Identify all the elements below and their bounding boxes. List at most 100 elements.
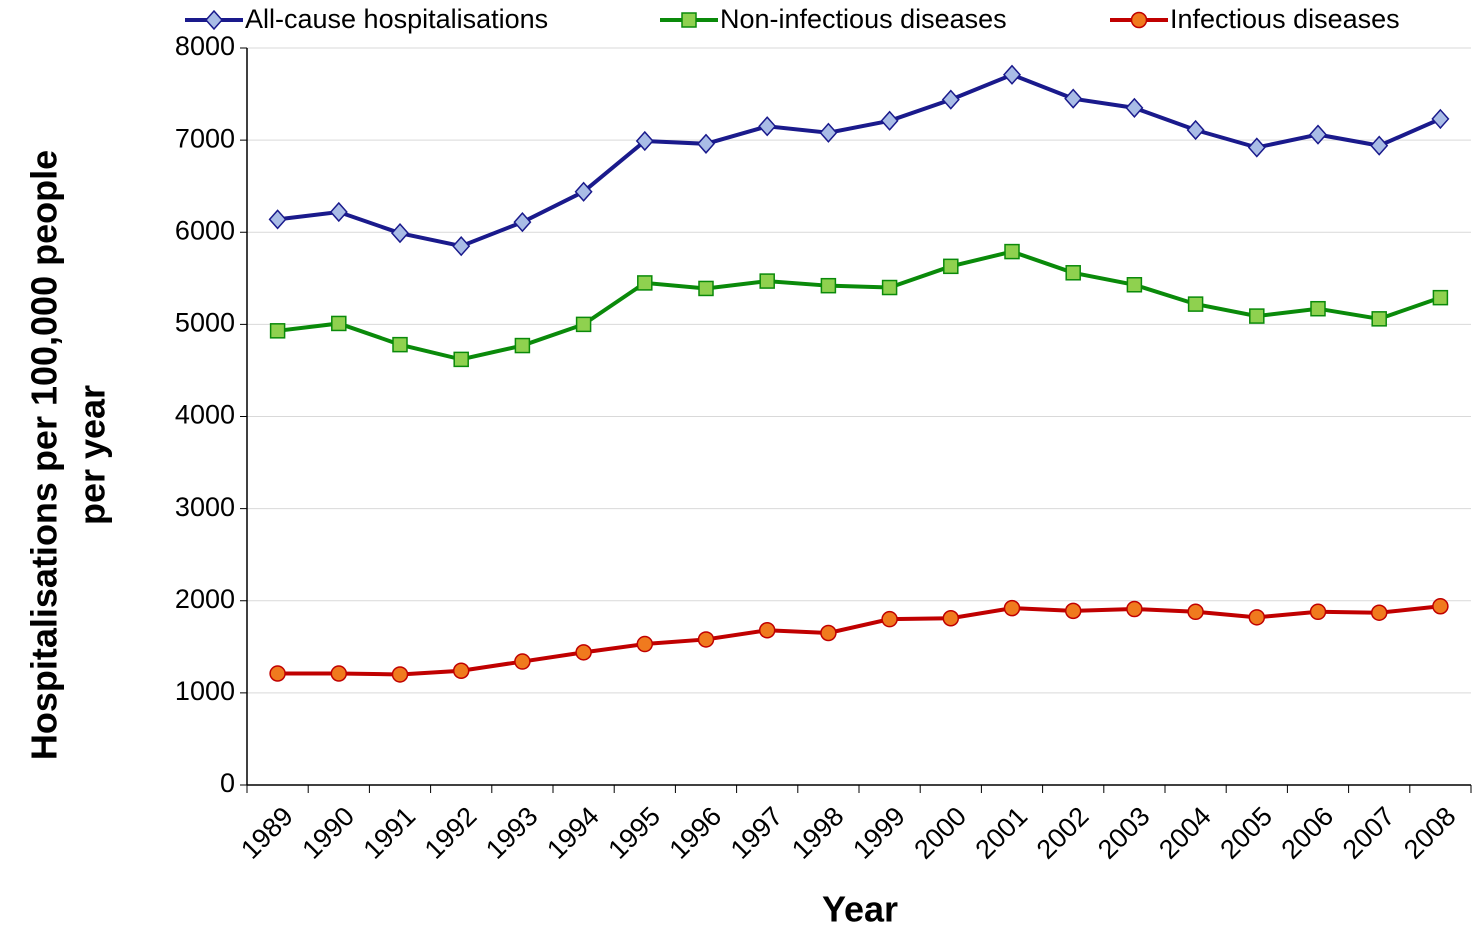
marker: [1309, 603, 1327, 621]
x-tick-label: 2008: [1398, 801, 1462, 865]
x-tick-label: 2000: [908, 801, 972, 865]
marker: [1187, 296, 1204, 312]
marker: [269, 665, 286, 682]
x-tick-label: 2004: [1153, 801, 1217, 865]
marker: [1432, 598, 1449, 615]
marker: [452, 662, 470, 680]
x-tick-label: 1996: [664, 801, 728, 865]
x-tick-label: 1991: [358, 801, 422, 865]
y-tick-label: 7000: [175, 123, 235, 153]
marker: [758, 116, 777, 137]
marker: [698, 280, 714, 297]
y-tick-label: 5000: [175, 308, 235, 338]
y-axis-title: Hospitalisations per 100,000 people per …: [24, 150, 113, 760]
y-axis-title-line: per year: [72, 385, 113, 525]
y-tick-label: 2000: [175, 584, 235, 614]
marker: [696, 133, 716, 154]
y-tick-label: 0: [220, 768, 235, 798]
marker: [820, 624, 837, 642]
series-line: [277, 72, 1442, 249]
series-line: [277, 249, 1442, 362]
marker: [1126, 277, 1143, 293]
marker: [269, 323, 286, 339]
marker: [1064, 602, 1082, 620]
marker: [636, 635, 654, 653]
x-tick-label: 1994: [541, 801, 605, 865]
marker: [1130, 11, 1148, 29]
marker: [330, 665, 348, 682]
legend-label: Non-infectious diseases: [720, 4, 1007, 34]
marker: [880, 110, 899, 131]
legend-label: All-cause hospitalisations: [245, 4, 548, 34]
marker: [942, 610, 960, 627]
marker: [1248, 609, 1266, 626]
legend-label: Infectious diseases: [1170, 4, 1400, 34]
x-tick-label: 1989: [235, 801, 299, 865]
series-line: [277, 604, 1441, 677]
marker: [941, 89, 960, 110]
y-tick-label: 1000: [175, 676, 235, 706]
x-tick-label: 1997: [725, 801, 789, 865]
marker: [819, 122, 838, 143]
marker: [1064, 88, 1083, 109]
marker: [1308, 124, 1328, 145]
x-tick-label: 2001: [970, 801, 1034, 865]
marker: [1186, 119, 1205, 141]
y-tick-label: 3000: [175, 492, 235, 522]
marker: [453, 351, 469, 368]
marker: [1370, 135, 1389, 156]
x-axis-title: Year: [822, 889, 898, 930]
marker: [1310, 300, 1326, 317]
marker: [1370, 604, 1388, 621]
x-tick-label: 1999: [847, 801, 911, 865]
y-tick-label: 6000: [175, 215, 235, 245]
marker: [1003, 599, 1021, 617]
marker: [820, 277, 837, 294]
marker: [1065, 265, 1081, 281]
marker: [1002, 64, 1022, 85]
x-tick-label: 1990: [296, 801, 360, 865]
marker: [759, 273, 775, 289]
x-tick-label: 1993: [480, 801, 544, 865]
marker: [391, 666, 409, 683]
marker: [1431, 108, 1450, 130]
marker: [268, 209, 287, 230]
marker: [514, 337, 531, 354]
marker: [513, 211, 532, 233]
marker: [943, 258, 959, 275]
x-tick-label: 2002: [1031, 801, 1095, 865]
marker: [574, 181, 593, 202]
marker: [452, 235, 471, 257]
marker: [1126, 600, 1143, 618]
y-axis-title-line: Hospitalisations per 100,000 people: [24, 150, 65, 760]
marker: [1432, 289, 1449, 306]
marker: [881, 610, 898, 628]
marker: [204, 9, 224, 31]
y-tick-label: 8000: [175, 31, 235, 61]
y-tick-label: 4000: [175, 400, 235, 430]
x-tick-label: 2003: [1092, 801, 1156, 865]
marker: [635, 130, 654, 152]
marker: [1371, 311, 1387, 327]
marker: [1125, 97, 1144, 119]
marker: [1004, 243, 1020, 260]
marker: [758, 621, 776, 639]
x-tick-label: 1995: [602, 801, 666, 865]
marker: [1247, 137, 1266, 158]
x-tick-label: 1998: [786, 801, 850, 865]
x-tick-label: 2005: [1214, 801, 1278, 865]
marker: [681, 12, 697, 28]
x-tick-label: 1992: [419, 801, 483, 865]
marker: [1187, 603, 1204, 621]
marker: [390, 223, 410, 244]
marker: [392, 336, 408, 353]
marker: [575, 316, 592, 333]
marker: [329, 201, 348, 223]
marker: [331, 315, 347, 332]
marker: [697, 631, 715, 648]
marker: [1249, 308, 1265, 324]
marker: [575, 644, 592, 661]
marker: [637, 275, 653, 291]
marker: [881, 279, 898, 296]
